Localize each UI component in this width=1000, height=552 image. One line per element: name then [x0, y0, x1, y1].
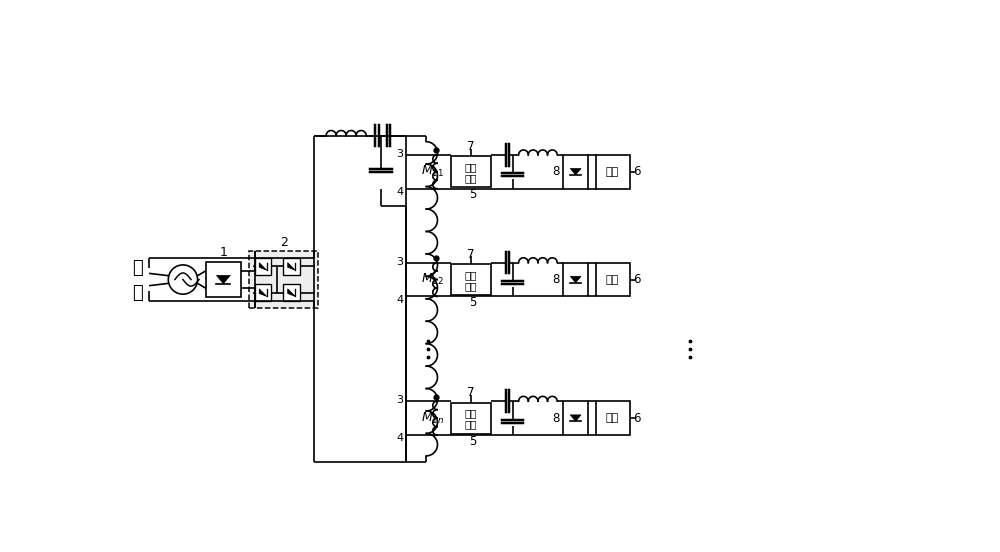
- Bar: [283, 284, 300, 301]
- Bar: [596, 155, 630, 189]
- Text: 4: 4: [396, 295, 403, 305]
- Text: 7: 7: [467, 248, 475, 261]
- Text: 负载: 负载: [606, 167, 619, 177]
- Polygon shape: [259, 263, 267, 270]
- Polygon shape: [570, 277, 581, 283]
- Text: 6: 6: [633, 412, 640, 424]
- Text: 随载: 随载: [465, 408, 477, 418]
- Text: 6: 6: [633, 273, 640, 286]
- Polygon shape: [570, 168, 581, 175]
- Text: 3: 3: [396, 257, 403, 267]
- Bar: [206, 262, 241, 297]
- Text: 负载: 负载: [606, 274, 619, 284]
- Bar: [249, 251, 318, 308]
- Polygon shape: [570, 415, 581, 421]
- Text: 市: 市: [132, 259, 143, 277]
- Text: 开关: 开关: [465, 173, 477, 183]
- Text: $M_{11}$: $M_{11}$: [421, 164, 444, 179]
- Bar: [255, 284, 271, 301]
- Text: 2: 2: [280, 236, 288, 248]
- Text: 4: 4: [396, 187, 403, 197]
- Text: 7: 7: [467, 140, 475, 153]
- Text: 3: 3: [396, 395, 403, 405]
- Bar: [596, 401, 630, 435]
- Bar: [451, 403, 491, 433]
- Bar: [255, 258, 271, 275]
- Text: 7: 7: [467, 386, 475, 399]
- Text: 5: 5: [469, 296, 476, 309]
- Text: 随载: 随载: [465, 162, 477, 172]
- Polygon shape: [216, 275, 230, 284]
- Polygon shape: [288, 289, 295, 296]
- Text: 5: 5: [469, 435, 476, 448]
- Text: 3: 3: [396, 149, 403, 159]
- Text: 6: 6: [633, 165, 640, 178]
- Text: $M_{12}$: $M_{12}$: [421, 272, 444, 287]
- Bar: [596, 263, 630, 296]
- Bar: [451, 264, 491, 295]
- Bar: [283, 258, 300, 275]
- Text: 8: 8: [552, 165, 559, 178]
- Text: 随载: 随载: [465, 270, 477, 280]
- Text: 8: 8: [552, 273, 559, 286]
- Text: 开关: 开关: [465, 420, 477, 429]
- Polygon shape: [288, 263, 295, 270]
- Text: 负载: 负载: [606, 413, 619, 423]
- Text: 开关: 开关: [465, 280, 477, 291]
- Text: 4: 4: [396, 433, 403, 443]
- Text: 电: 电: [132, 284, 143, 302]
- Text: $M_{1n}$: $M_{1n}$: [421, 411, 444, 426]
- Bar: [563, 263, 588, 296]
- Polygon shape: [259, 289, 267, 296]
- Text: 5: 5: [469, 188, 476, 201]
- Text: 8: 8: [552, 412, 559, 424]
- Bar: [563, 155, 588, 189]
- Text: 1: 1: [219, 246, 227, 259]
- Bar: [451, 156, 491, 187]
- Bar: [563, 401, 588, 435]
